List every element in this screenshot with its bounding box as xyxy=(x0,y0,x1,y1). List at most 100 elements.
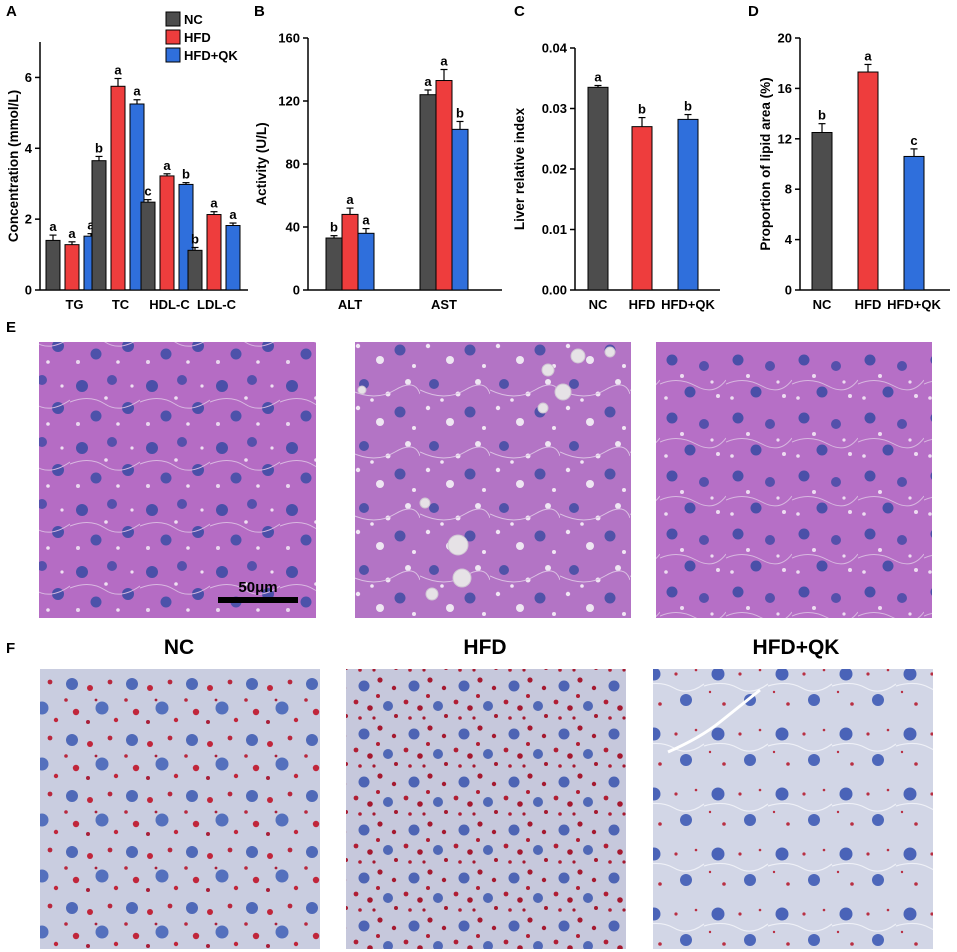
legend-swatch-hfd xyxy=(165,29,181,45)
chart-c-xtick-label: HFD xyxy=(629,297,656,312)
legend-label-nc: NC xyxy=(184,12,203,27)
oro-image-nc xyxy=(40,669,320,949)
chart-d-ytick-label: 4 xyxy=(785,232,793,247)
chart-c-bar-hfd-qk xyxy=(677,118,699,291)
panel-label-a: A xyxy=(6,3,17,20)
chart-b-ytick-label: 120 xyxy=(278,94,300,109)
chart-a-sig-letter-tg-hfd: a xyxy=(68,226,76,241)
chart-d-bar-hfd xyxy=(857,71,879,291)
chart-a-sig-letter-ldl-c-hfd: a xyxy=(210,196,218,211)
chart-b-ytick-label: 0 xyxy=(293,283,300,298)
panel-label-b: B xyxy=(254,3,265,20)
chart-a-bar-tc-hfd xyxy=(110,85,126,291)
chart-c-ytick-label: 0.01 xyxy=(542,222,567,237)
chart-b-bar-ast-nc xyxy=(419,94,437,291)
chart-a-y-axis-label: Concentration (mmol/L) xyxy=(6,90,21,242)
chart-b-ytick-label: 80 xyxy=(286,157,300,172)
chart-c-bar-nc xyxy=(587,86,609,291)
chart-a-sig-letter-tc-nc: b xyxy=(95,140,103,155)
panel-label-c: C xyxy=(514,3,525,20)
chart-b-y-axis-label: Activity (U/L) xyxy=(254,122,269,205)
chart-d-y-axis-label: Proportion of lipid area (%) xyxy=(758,77,773,250)
chart-d-xtick-label: HFD xyxy=(855,297,882,312)
legend: NC HFD HFD+QK xyxy=(165,11,238,63)
chart-a-bar-ldl-c-hfd xyxy=(206,214,222,291)
chart-b-xtick-label: AST xyxy=(431,297,457,312)
chart-c-y-axis-label: Liver relative index xyxy=(512,107,527,230)
legend-swatch-nc xyxy=(165,11,181,27)
chart-b-bar-alt-nc xyxy=(325,237,343,291)
chart-a-ytick-label: 2 xyxy=(25,212,32,227)
chart-c-ytick-label: 0.00 xyxy=(542,283,567,298)
he-image-qk xyxy=(656,342,932,618)
chart-d-bar-nc xyxy=(811,132,833,291)
oro-title-hfd: HFD xyxy=(463,636,506,659)
chart-d-sig-letter-nc: b xyxy=(818,108,826,123)
chart-a-sig-letter-tc-hfd: a xyxy=(114,62,122,77)
chart-b-bar-alt-hfd-qk xyxy=(357,232,375,291)
oro-image-hfd xyxy=(346,669,626,949)
oro-image-qk xyxy=(653,669,933,949)
chart-d-xtick-label: NC xyxy=(813,297,832,312)
chart-c-sig-letter-hfd-qk: b xyxy=(684,99,692,114)
legend-swatch-hfdqk xyxy=(165,47,181,63)
chart-b-sig-letter-alt-hfd-qk: a xyxy=(362,213,370,228)
chart-a-ytick-label: 4 xyxy=(25,141,33,156)
oro-title-hfdqk: HFD+QK xyxy=(753,636,840,659)
chart-a-bar-hdl-c-nc xyxy=(140,201,156,291)
panel-label-e: E xyxy=(6,319,16,336)
chart-b-sig-letter-alt-hfd: a xyxy=(346,192,354,207)
he-image-nc xyxy=(39,342,316,618)
chart-d-sig-letter-hfd-qk: c xyxy=(910,133,917,148)
chart-a-xtick-label: HDL-C xyxy=(149,297,190,312)
chart-c-sig-letter-hfd: b xyxy=(638,102,646,117)
chart-b-sig-letter-alt-nc: b xyxy=(330,220,338,235)
chart-d-lipid-area: 0 4 8 12 16 20 Proportion of lipid area (%) b NC… xyxy=(758,31,950,312)
chart-d-ytick-label: 8 xyxy=(785,182,792,197)
he-image-hfd xyxy=(355,342,631,618)
chart-c-ytick-label: 0.03 xyxy=(542,101,567,116)
chart-a-sig-letter-hdl-c-hfd: a xyxy=(163,158,171,173)
chart-a-xtick-label: LDL-C xyxy=(197,297,237,312)
chart-a-sig-letter-tg-hfd-qk: a xyxy=(87,218,95,233)
chart-c-ytick-label: 0.02 xyxy=(542,162,567,177)
chart-a-bar-tg-nc xyxy=(45,239,61,291)
panel-label-f: F xyxy=(6,640,15,657)
chart-a-xtick-label: TG xyxy=(65,297,83,312)
chart-c-xtick-label: HFD+QK xyxy=(661,297,715,312)
chart-d-ytick-label: 16 xyxy=(778,81,792,96)
chart-c-xtick-label: NC xyxy=(589,297,608,312)
scale-bar-label: 50μm xyxy=(238,579,277,596)
chart-b-sig-letter-ast-nc: a xyxy=(424,74,432,89)
chart-a-bar-hdl-c-hfd xyxy=(159,175,175,291)
chart-a-sig-letter-tg-nc: a xyxy=(49,219,57,234)
oro-qk-crack xyxy=(667,688,761,754)
chart-d-xtick-label: HFD+QK xyxy=(887,297,941,312)
chart-b-xtick-label: ALT xyxy=(338,297,362,312)
chart-b-bar-ast-hfd xyxy=(435,80,453,291)
legend-label-hfd: HFD xyxy=(184,30,211,45)
chart-a-sig-letter-ldl-c-hfd-qk: a xyxy=(229,207,237,222)
chart-c-sig-letter-nc: a xyxy=(594,70,602,85)
chart-b-bar-alt-hfd xyxy=(341,213,359,291)
oro-title-nc: NC xyxy=(164,636,194,659)
chart-a-bar-ldl-c-hfd-qk xyxy=(225,225,241,291)
chart-d-bar-hfd-qk xyxy=(903,155,925,291)
chart-b-ytick-label: 40 xyxy=(286,220,300,235)
chart-c-liver-relative-index: 0.00 0.01 0.02 0.03 0.04 Liver relative index… xyxy=(512,41,720,312)
chart-a-bar-tg-hfd xyxy=(64,244,80,291)
chart-a-xtick-label: TC xyxy=(112,297,130,312)
chart-a-sig-letter-tc-hfd-qk: a xyxy=(133,84,141,99)
panel-label-d: D xyxy=(748,3,759,20)
chart-a-ytick-label: 0 xyxy=(25,283,32,298)
chart-b-ytick-label: 160 xyxy=(278,31,300,46)
chart-b-bar-ast-hfd-qk xyxy=(451,128,469,291)
chart-a-sig-letter-hdl-c-nc: c xyxy=(144,184,151,199)
chart-a-sig-letter-ldl-c-nc: b xyxy=(191,231,199,246)
chart-a-bar-ldl-c-nc xyxy=(187,249,203,291)
chart-c-bar-hfd xyxy=(631,126,653,291)
legend-label-hfdqk: HFD+QK xyxy=(184,48,238,63)
